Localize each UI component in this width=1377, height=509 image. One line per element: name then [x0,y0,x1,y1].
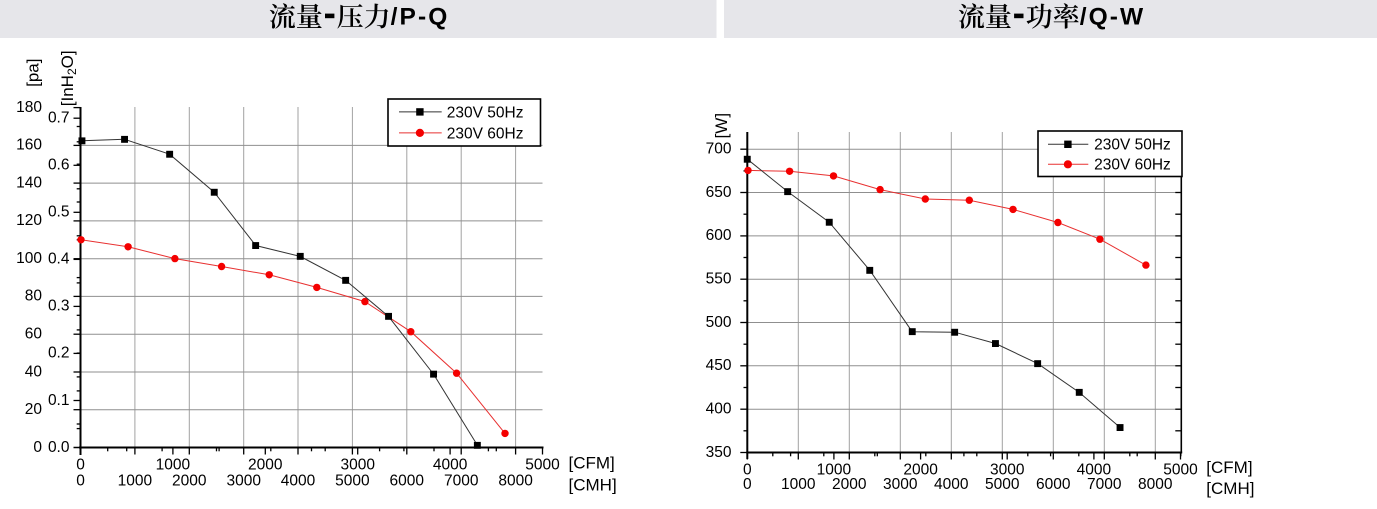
svg-text:0: 0 [76,457,85,474]
svg-text:[CMH]: [CMH] [569,476,617,495]
svg-text:450: 450 [706,357,732,374]
svg-text:180: 180 [16,99,42,116]
svg-text:8000: 8000 [498,473,533,490]
svg-text:20: 20 [25,401,43,418]
svg-text:6000: 6000 [1036,476,1071,493]
svg-text:140: 140 [16,174,42,191]
svg-text:3000: 3000 [340,457,375,474]
svg-text:/P-Q: /P-Q [391,4,450,31]
svg-text:120: 120 [16,212,42,229]
svg-text:1000: 1000 [781,476,816,493]
svg-text:[W]: [W] [712,113,731,139]
svg-text:3000: 3000 [883,476,918,493]
svg-text:230V 50Hz: 230V 50Hz [1094,137,1171,154]
svg-text:230V 60Hz: 230V 60Hz [1094,157,1171,174]
svg-text:0: 0 [743,461,752,478]
svg-text:6000: 6000 [390,473,425,490]
svg-text:0: 0 [76,473,85,490]
svg-text:100: 100 [16,250,42,267]
svg-text:[pa]: [pa] [24,59,43,87]
svg-text:5000: 5000 [1163,461,1198,478]
svg-text:4000: 4000 [281,473,316,490]
svg-text:[CMH]: [CMH] [1206,479,1254,498]
svg-text:[InH2O]: [InH2O] [58,50,79,106]
svg-text:2000: 2000 [172,473,207,490]
svg-text:/Q-W: /Q-W [1080,4,1146,31]
svg-text:8000: 8000 [1138,476,1173,493]
svg-text:5000: 5000 [335,473,370,490]
svg-text:4000: 4000 [433,457,468,474]
svg-text:3000: 3000 [990,461,1025,478]
svg-text:7000: 7000 [444,473,479,490]
svg-text:3000: 3000 [226,473,261,490]
svg-text:0.5: 0.5 [48,204,70,221]
svg-text:1000: 1000 [817,461,852,478]
svg-text:0.2: 0.2 [48,345,70,362]
svg-text:80: 80 [25,288,43,305]
svg-text:0.4: 0.4 [48,251,70,268]
svg-text:550: 550 [706,271,732,288]
svg-text:0: 0 [33,439,42,456]
svg-text:350: 350 [706,444,732,461]
svg-text:1000: 1000 [156,457,191,474]
svg-text:230V 60Hz: 230V 60Hz [447,125,524,142]
svg-text:4000: 4000 [1077,461,1112,478]
svg-text:0: 0 [743,476,752,493]
svg-text:230V 50Hz: 230V 50Hz [447,104,524,121]
svg-text:2000: 2000 [903,461,938,478]
svg-text:0.7: 0.7 [48,110,70,127]
svg-text:40: 40 [25,363,43,380]
svg-text:5000: 5000 [525,457,560,474]
svg-text:2000: 2000 [832,476,867,493]
svg-text:1000: 1000 [118,473,153,490]
svg-text:60: 60 [25,326,43,343]
svg-text:0.6: 0.6 [48,157,70,174]
svg-text:[CFM]: [CFM] [569,454,615,473]
svg-text:0.3: 0.3 [48,298,70,315]
svg-text:2000: 2000 [248,457,283,474]
svg-text:650: 650 [706,184,732,201]
svg-text:4000: 4000 [934,476,969,493]
svg-text:700: 700 [706,141,732,158]
svg-text:[CFM]: [CFM] [1206,458,1252,477]
svg-text:600: 600 [706,227,732,244]
svg-text:7000: 7000 [1087,476,1122,493]
svg-text:0.0: 0.0 [48,439,70,456]
svg-text:500: 500 [706,314,732,331]
svg-text:5000: 5000 [985,476,1020,493]
svg-text:400: 400 [706,401,732,418]
svg-text:160: 160 [16,137,42,154]
svg-text:0.1: 0.1 [48,392,70,409]
